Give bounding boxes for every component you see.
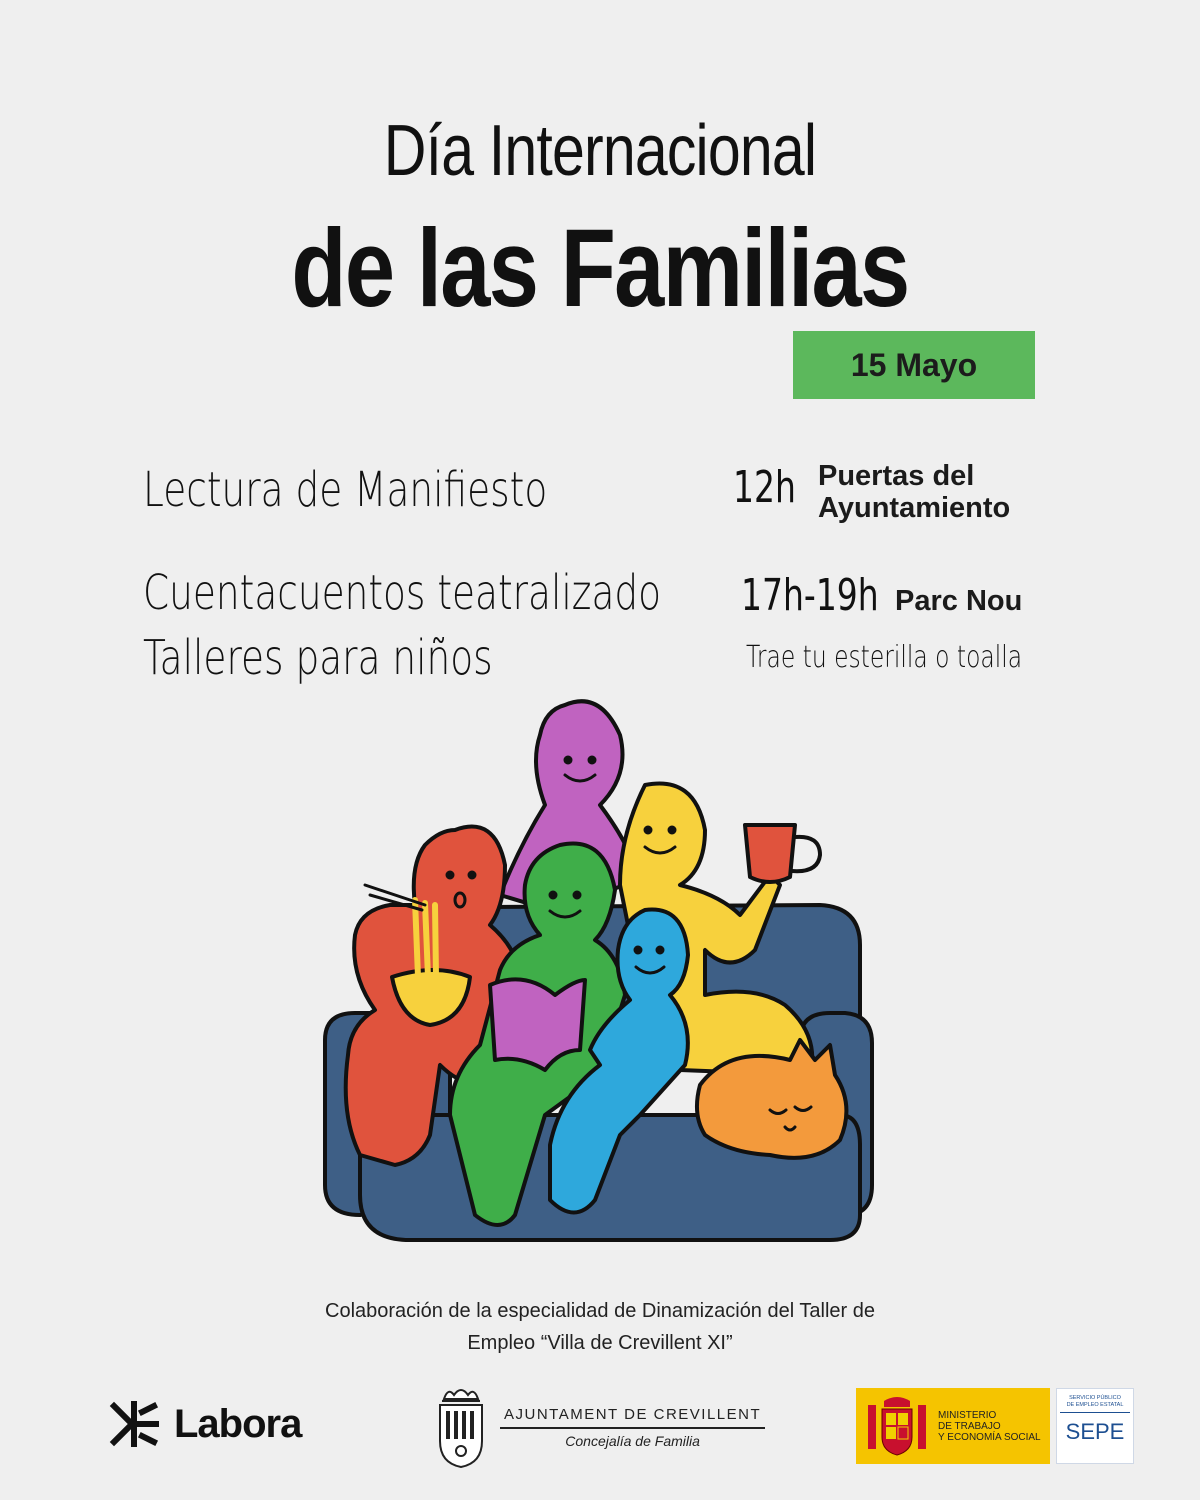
event-time-17h-19h: 17h-19h (741, 570, 879, 621)
event-time-12h: 12h (733, 462, 796, 513)
date-badge: 15 Mayo (793, 331, 1035, 399)
labora-logo: Labora (108, 1398, 302, 1450)
book (488, 977, 587, 1072)
ministerio-line-3: Y ECONOMÍA SOCIAL (938, 1431, 1041, 1443)
ministerio-logo: MINISTERIO DE TRABAJO Y ECONOMÍA SOCIAL (856, 1388, 1050, 1464)
credit-text: Colaboración de la especialidad de Dinam… (0, 1295, 1200, 1359)
ajuntament-name: AJUNTAMENT DE CREVILLENT (504, 1405, 762, 1423)
family-sofa-illustration (323, 699, 874, 1242)
event-note: Trae tu esterilla o toalla (746, 640, 1023, 675)
credit-line-2: Empleo “Villa de Crevillent XI” (467, 1332, 733, 1354)
sepe-logo-text: SEPE (1065, 1419, 1125, 1444)
crevillent-shield-icon (439, 1389, 483, 1469)
title-line-2: de las Familias (291, 207, 910, 330)
sepe-subtitle: SERVICIO PÚBLICO DE EMPLEO ESTATAL (1060, 1395, 1130, 1413)
spain-coat-of-arms-icon (868, 1397, 926, 1456)
mug (743, 823, 797, 884)
event-place-line-2: Ayuntamiento (818, 492, 1011, 524)
ministerio-line-1: MINISTERIO (938, 1409, 997, 1421)
event-activity-cuentacuentos: Cuentacuentos teatralizado (143, 565, 662, 621)
sleeping-cat (694, 1038, 849, 1160)
sepe-logo: SERVICIO PÚBLICO DE EMPLEO ESTATAL SEPE (1056, 1388, 1134, 1464)
title-line-1: Día Internacional (383, 111, 817, 191)
ministerio-line-2: DE TRABAJO (938, 1420, 1001, 1432)
event-place-line-1: Puertas del (818, 460, 975, 492)
ajuntament-crevillent-logo: AJUNTAMENT DE CREVILLENT Concejalía de F… (436, 1385, 766, 1469)
event-place-parc-nou: Parc Nou (895, 585, 1023, 617)
event-activity-manifiesto: Lectura de Manifiesto (143, 462, 548, 518)
credit-line-1: Colaboración de la especialidad de Dinam… (325, 1300, 875, 1322)
ajuntament-name-block: AJUNTAMENT DE CREVILLENT (500, 1405, 766, 1429)
ministerio-text: MINISTERIO DE TRABAJO Y ECONOMÍA SOCIAL (938, 1410, 1041, 1443)
labora-mark-icon (109, 1401, 159, 1447)
sepe-subtitle-line-1: SERVICIO PÚBLICO (1069, 1395, 1121, 1401)
blue-person (548, 907, 690, 1215)
event-activity-talleres: Talleres para niños (143, 630, 493, 686)
event-place-ayuntamiento: Puertas del Ayuntamiento (818, 460, 1010, 524)
labora-logo-text: Labora (174, 1401, 302, 1446)
sepe-subtitle-line-2: DE EMPLEO ESTATAL (1066, 1402, 1124, 1408)
chopsticks (363, 883, 427, 912)
ajuntament-department: Concejalía de Familia (565, 1432, 700, 1449)
